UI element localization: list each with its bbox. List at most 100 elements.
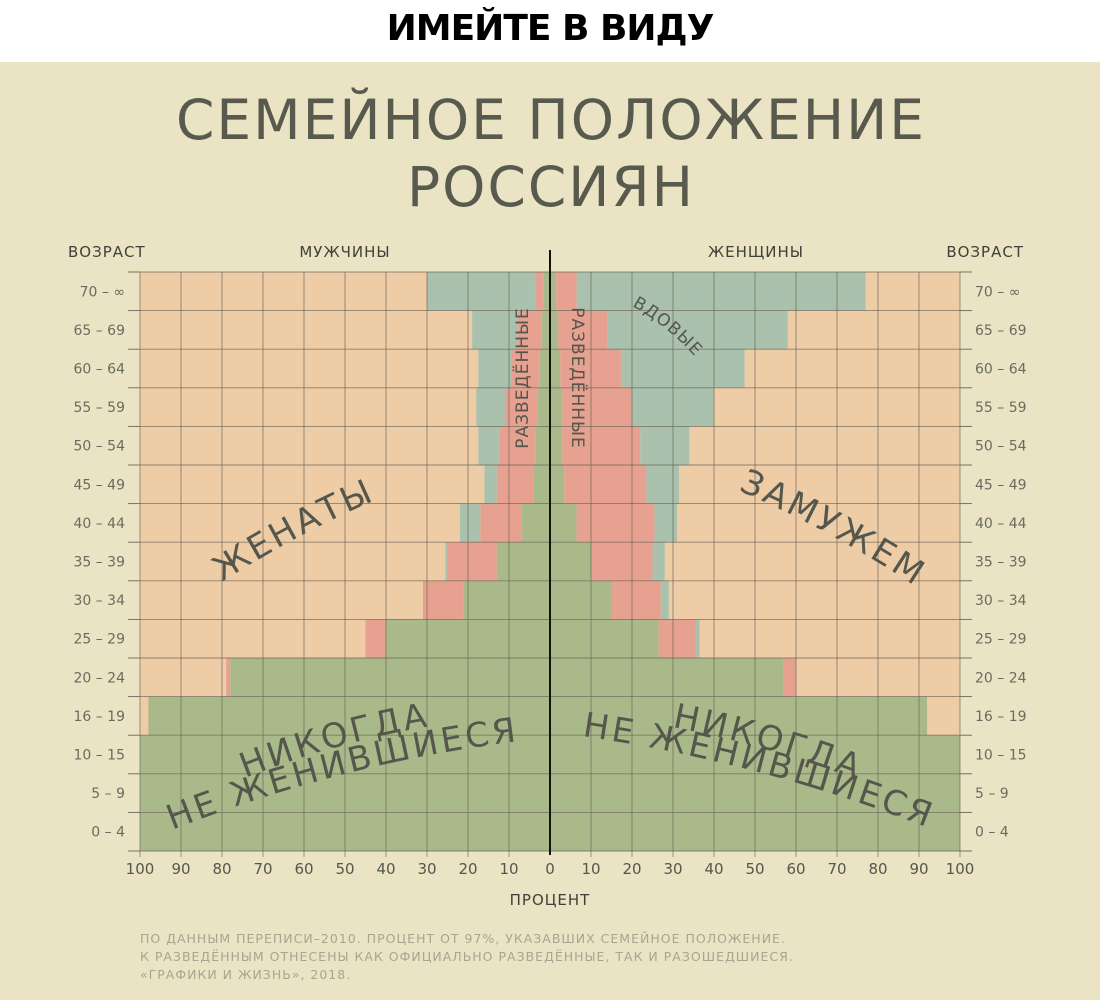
bar-men-widowed-6 — [459, 503, 481, 543]
age-label-right-9: 25 – 29 — [975, 632, 1027, 648]
bar-men-divorced-6 — [480, 503, 522, 543]
bar-men-never_married-7 — [496, 542, 550, 582]
age-label-left-12: 10 – 15 — [73, 748, 125, 764]
x-tick-18: 80 — [868, 860, 887, 878]
age-label-left-14: 0 – 4 — [91, 825, 125, 841]
x-tick-11: 10 — [581, 860, 600, 878]
bar-women-never_married-11 — [550, 696, 928, 736]
x-tick-6: 40 — [376, 860, 395, 878]
bar-women-never_married-9 — [550, 619, 659, 659]
x-tick-7: 30 — [417, 860, 436, 878]
label-divorced-women: РАЗВЕДЁННЫЕ — [567, 307, 588, 449]
bar-men-divorced-5 — [496, 465, 534, 504]
bar-women-never_married-7 — [550, 542, 591, 582]
age-label-right-2: 60 – 64 — [975, 362, 1027, 378]
bar-men-never_married-0 — [543, 272, 550, 311]
age-label-left-4: 50 – 54 — [73, 439, 125, 455]
bar-men-never_married-3 — [537, 387, 550, 427]
bar-men-never_married-11 — [148, 696, 550, 736]
bar-women-never_married-2 — [550, 349, 561, 389]
percent-ticks: 100 90 80 70 60 50 40 30 20 10 0 10 20 30 40 50 60 70 80 90… — [126, 860, 975, 878]
age-label-right-8: 30 – 34 — [975, 593, 1027, 609]
bar-women-divorced-10 — [783, 658, 796, 697]
bar-women-divorced-5 — [564, 465, 647, 504]
bar-women-never_married-5 — [550, 465, 565, 504]
age-heading-right: ВОЗРАСТ — [946, 243, 1024, 261]
bar-women-widowed-4 — [640, 426, 690, 466]
bar-men-widowed-5 — [484, 465, 497, 504]
age-label-right-5: 45 – 49 — [975, 477, 1027, 493]
age-label-left-11: 16 – 19 — [73, 709, 125, 725]
grid-layer — [128, 250, 972, 857]
bar-men-never_married-8 — [463, 580, 550, 620]
bar-men-married-0 — [140, 272, 427, 311]
bar-women-widowed-9 — [695, 619, 700, 659]
women-heading: ЖЕНЩИНЫ — [708, 243, 804, 261]
bar-women-widowed-2 — [621, 349, 745, 389]
bar-men-never_married-10 — [230, 658, 550, 697]
x-tick-12: 20 — [622, 860, 641, 878]
bar-men-widowed-3 — [476, 387, 505, 427]
age-label-left-9: 25 – 29 — [73, 632, 125, 648]
bar-men-divorced-0 — [535, 272, 544, 311]
x-tick-20: 100 — [946, 860, 975, 878]
bar-women-married-6 — [677, 503, 960, 543]
bar-women-divorced-3 — [562, 387, 632, 427]
bar-men-widowed-2 — [478, 349, 512, 389]
age-label-left-6: 40 – 44 — [73, 516, 125, 532]
x-tick-0: 100 — [126, 860, 155, 878]
bar-men-divorced-1 — [517, 310, 542, 350]
source-note-line-2: К РАЗВЕДЁННЫМ ОТНЕСЕНЫ КАК ОФИЦИАЛЬНО РА… — [140, 949, 794, 964]
age-label-left-0: 70 – ∞ — [80, 284, 125, 300]
age-label-right-1: 65 – 69 — [975, 323, 1027, 339]
x-axis-label: ПРОЦЕНТ — [510, 891, 591, 909]
bar-men-divorced-7 — [447, 542, 497, 582]
bar-men-married-8 — [140, 580, 423, 620]
bar-men-married-9 — [140, 619, 366, 659]
age-label-right-12: 10 – 15 — [975, 748, 1027, 764]
source-note-line-1: ПО ДАННЫМ ПЕРЕПИСИ–2010. ПРОЦЕНТ ОТ 97%,… — [140, 931, 786, 946]
age-label-left-5: 45 – 49 — [73, 477, 125, 493]
x-tick-2: 80 — [212, 860, 231, 878]
bar-men-divorced-10 — [226, 658, 231, 697]
bar-men-married-1 — [140, 310, 473, 350]
age-label-left-10: 20 – 24 — [73, 670, 125, 686]
bar-women-married-0 — [865, 272, 960, 311]
bar-men-married-7 — [140, 542, 446, 582]
bar-men-married-10 — [140, 658, 227, 697]
age-label-right-14: 0 – 4 — [975, 825, 1009, 841]
label-divorced-men: РАЗВЕДЁННЫЕ — [512, 307, 533, 449]
bar-women-married-4 — [689, 426, 960, 466]
age-label-left-3: 55 – 59 — [73, 400, 125, 416]
bar-women-widowed-5 — [646, 465, 680, 504]
bar-women-never_married-8 — [550, 580, 612, 620]
age-label-left-1: 65 – 69 — [73, 323, 125, 339]
age-label-left-7: 35 – 39 — [73, 555, 125, 571]
bar-men-divorced-3 — [504, 387, 538, 427]
bar-women-widowed-1 — [607, 310, 788, 350]
chart-title-line-1: СЕМЕЙНОЕ ПОЛОЖЕНИЕ — [176, 87, 926, 152]
bar-women-married-8 — [668, 580, 960, 620]
bar-women-married-11 — [927, 696, 960, 736]
bar-women-divorced-6 — [576, 503, 655, 543]
bar-men-divorced-2 — [511, 349, 540, 389]
top-banner: ИМЕЙТЕ В ВИДУ — [0, 0, 1100, 62]
x-tick-15: 50 — [745, 860, 764, 878]
x-tick-1: 90 — [171, 860, 190, 878]
chart-panel: СЕМЕЙНОЕ ПОЛОЖЕНИЕ РОССИЯН ВОЗРАСТ МУЖЧИ… — [0, 62, 1100, 1000]
bar-women-widowed-0 — [576, 272, 866, 311]
age-label-right-13: 5 – 9 — [975, 786, 1009, 802]
bar-women-widowed-6 — [654, 503, 678, 543]
x-tick-16: 60 — [786, 860, 805, 878]
bar-women-divorced-8 — [611, 580, 661, 620]
bar-women-never_married-1 — [550, 310, 559, 350]
bar-men-widowed-1 — [472, 310, 518, 350]
bar-women-divorced-7 — [591, 542, 653, 582]
bar-women-never_married-3 — [550, 387, 563, 427]
bars-layer — [140, 272, 960, 852]
marital-status-chart: СЕМЕЙНОЕ ПОЛОЖЕНИЕ РОССИЯН ВОЗРАСТ МУЖЧИ… — [0, 62, 1027, 982]
x-tick-5: 50 — [335, 860, 354, 878]
bar-men-never_married-5 — [533, 465, 550, 504]
bar-women-widowed-7 — [652, 542, 665, 582]
bar-women-widowed-8 — [660, 580, 669, 620]
